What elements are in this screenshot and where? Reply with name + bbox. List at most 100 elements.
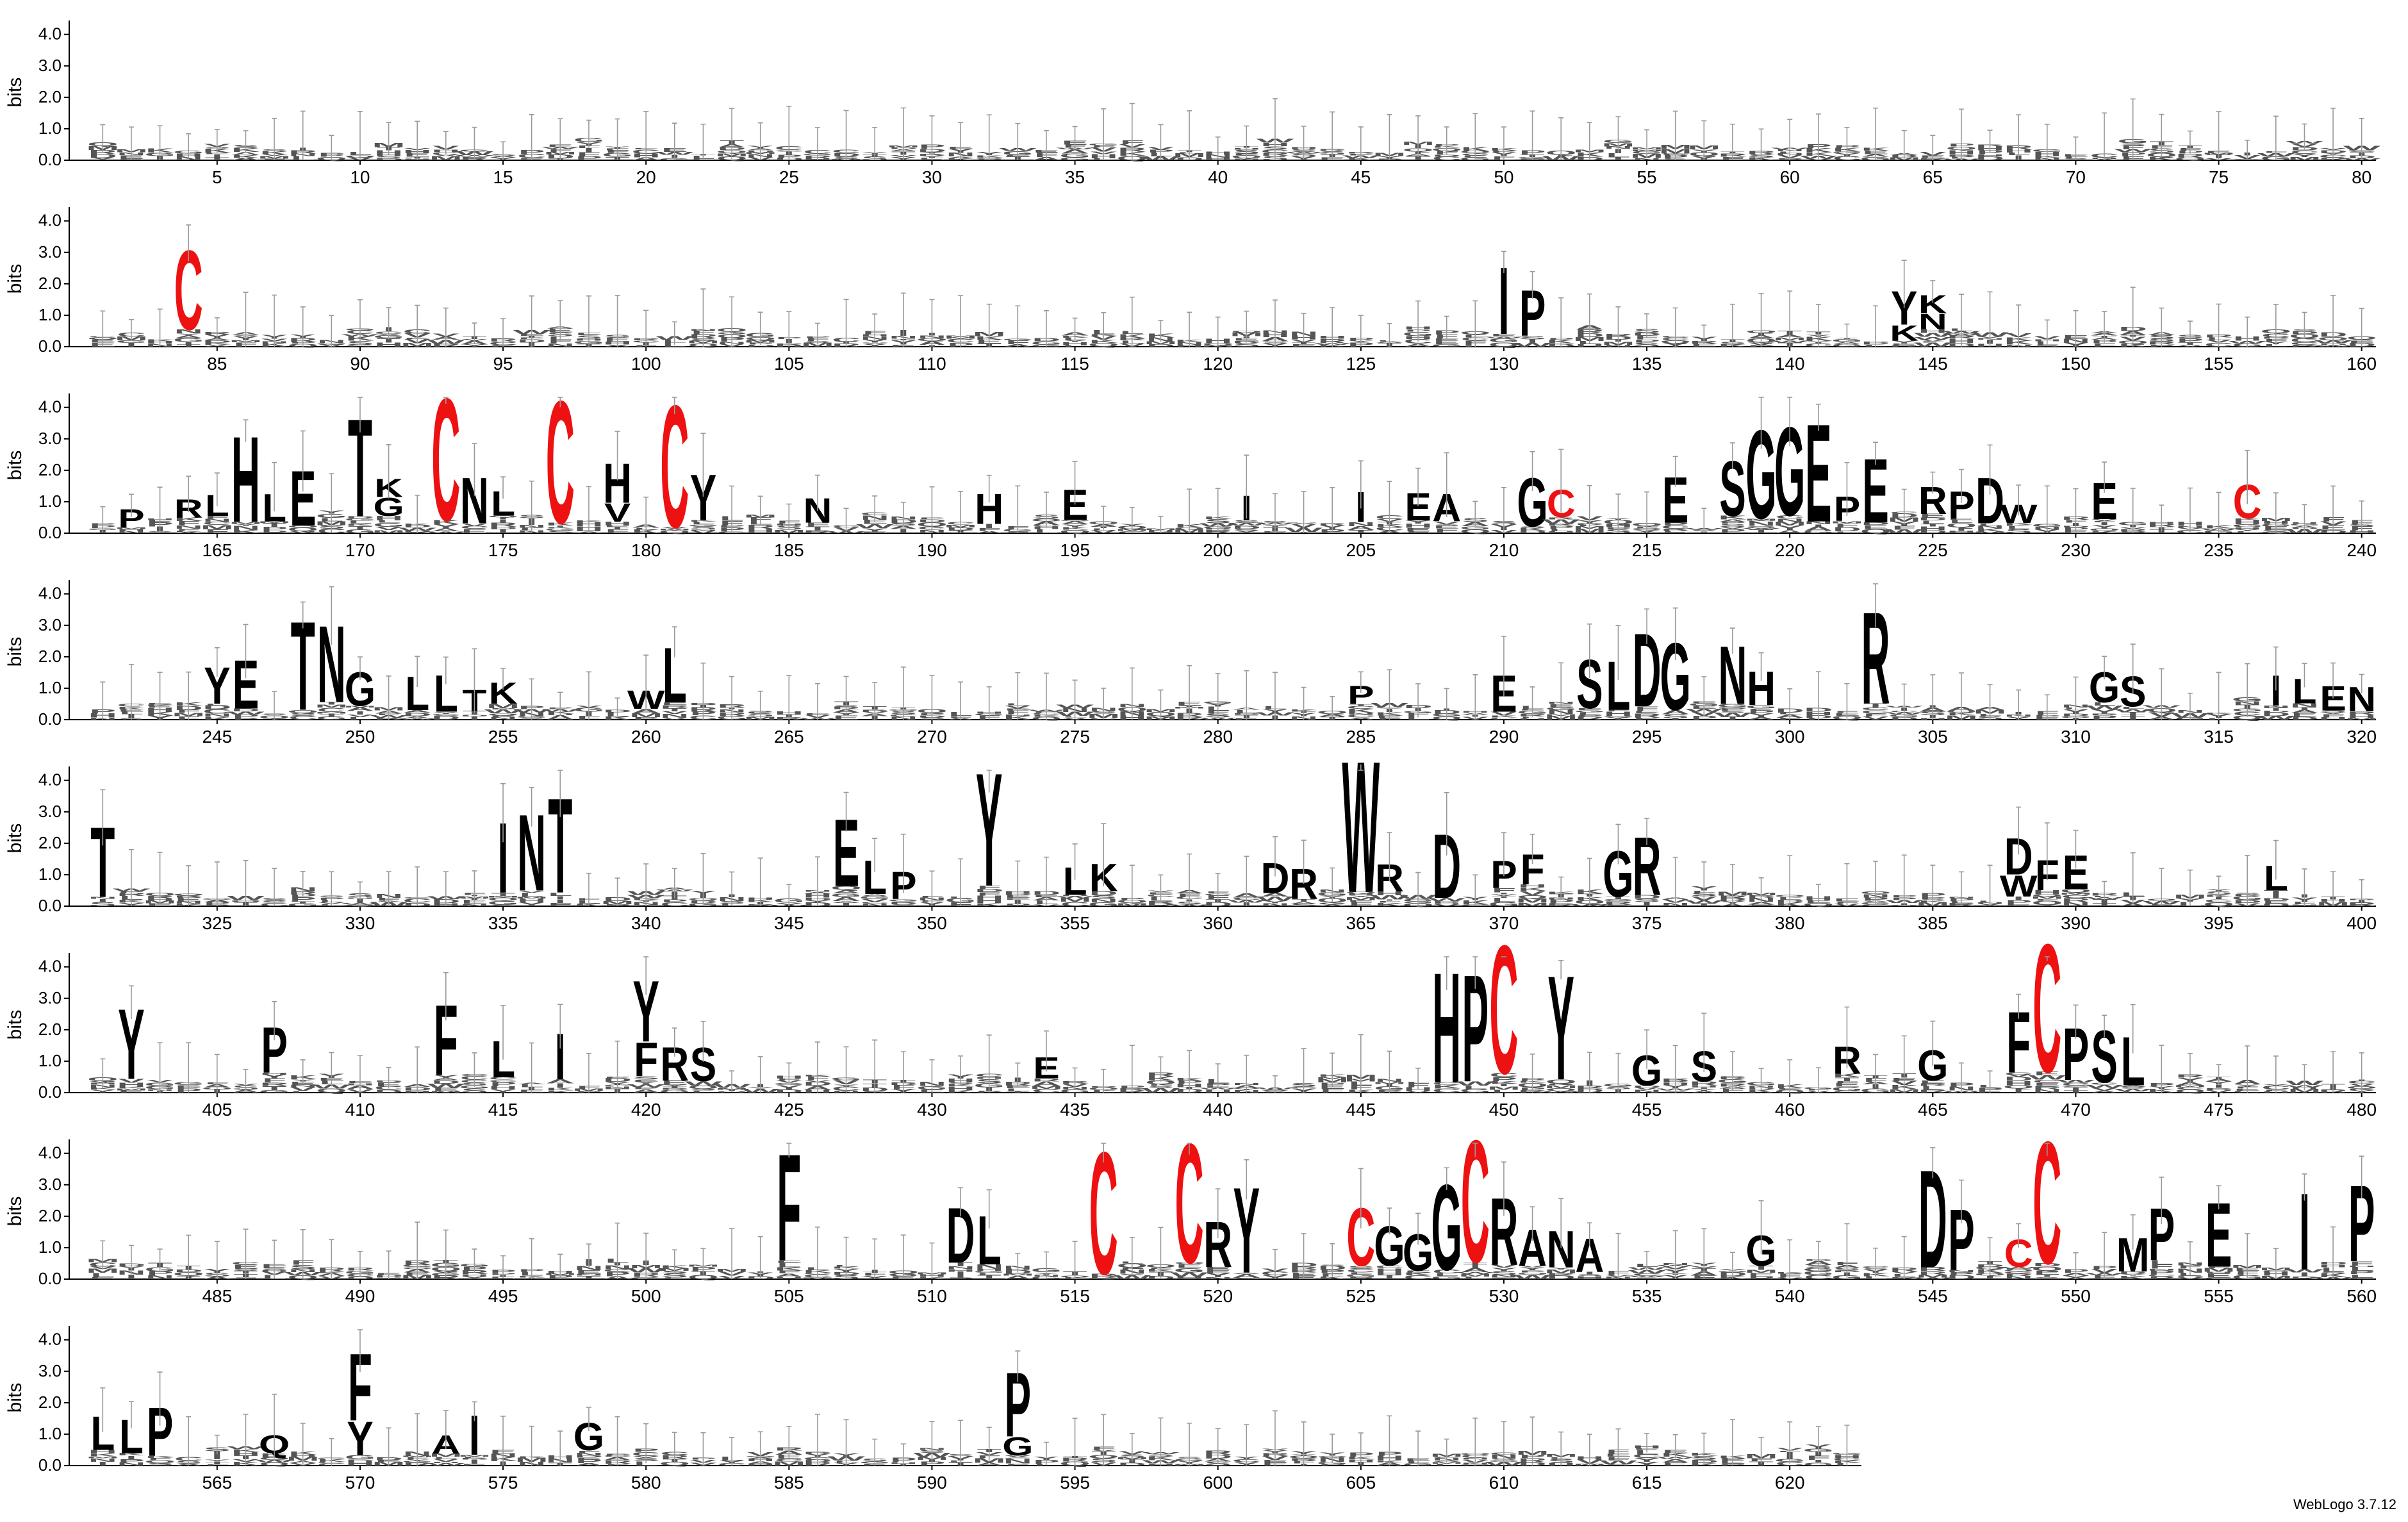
logo-letter: Y: [2091, 709, 2117, 715]
logo-letter: H: [2233, 527, 2262, 530]
logo-letter: C: [2290, 337, 2319, 343]
logo-letter: S: [1519, 526, 1546, 528]
logo-letter: Y: [2120, 1273, 2146, 1276]
logo-letter: Q: [1346, 891, 1376, 894]
logo-letter: F: [577, 1450, 601, 1453]
x-tick-label: 315: [2204, 727, 2234, 747]
logo-letter: D: [202, 340, 231, 343]
logo-letter: C: [1346, 1268, 1375, 1273]
x-tick-label: 170: [345, 540, 375, 560]
logo-letter: G: [459, 1085, 490, 1089]
logo-letter: F: [1835, 1081, 1859, 1084]
logo-letter: I: [1641, 901, 1652, 907]
x-tick-label: 60: [1780, 167, 1800, 187]
y-tick-label: 4.0: [38, 211, 62, 230]
x-tick-label: 210: [1489, 540, 1519, 560]
logo-letter: Q: [1546, 1088, 1576, 1092]
logo-letter: L: [977, 1272, 1002, 1275]
logo-letter: M: [458, 1454, 491, 1457]
logo-letter: Y: [1633, 1461, 1660, 1467]
logo-letter: V: [461, 523, 488, 527]
logo-letter: R: [803, 529, 832, 534]
logo-letter: M: [801, 342, 834, 348]
y-axis-label: bits: [4, 78, 26, 108]
logo-letter: H: [975, 898, 1003, 904]
x-tick-label: 500: [631, 1286, 661, 1306]
x-tick-label: 285: [1346, 727, 1376, 747]
logo-letter: Y: [976, 740, 1002, 920]
logo-letter: E: [1433, 525, 1460, 529]
logo-letter: S: [2034, 1277, 2060, 1280]
y-tick-label: 1.0: [38, 492, 62, 511]
logo-letter: H: [746, 528, 775, 534]
x-tick-label: 135: [1632, 354, 1662, 374]
logo-letter: T: [1292, 898, 1316, 902]
logo-letter: Y: [233, 524, 259, 527]
y-tick-label: 3.0: [38, 1361, 62, 1380]
logo-letter: M: [258, 521, 291, 524]
logo-letter: E: [1834, 1082, 1861, 1088]
x-tick-label: 325: [202, 913, 232, 933]
logo-letter: C: [1461, 1104, 1490, 1299]
logo-letter: T: [1492, 896, 1516, 898]
y-axis-label: bits: [4, 823, 26, 854]
logo-letter: R: [660, 704, 689, 709]
logo-letter: H: [374, 515, 403, 522]
logo-letter: W: [1485, 336, 1523, 339]
logo-letter: A: [345, 707, 374, 713]
logo-letter: G: [1431, 1275, 1462, 1280]
logo-letter: I: [2013, 1088, 2024, 1094]
logo-letter: E: [461, 1463, 488, 1466]
logo-letter: G: [1460, 525, 1490, 531]
x-tick-label: 175: [488, 540, 518, 560]
logo-letter: A: [2290, 709, 2319, 715]
logo-letter: W: [1914, 332, 1952, 338]
logo-letter: C: [489, 1077, 518, 1080]
logo-letter: Y: [90, 157, 116, 161]
logo-letter: W: [684, 1080, 722, 1087]
logo-letter: F: [1406, 531, 1430, 534]
logo-letter: H: [2347, 714, 2376, 719]
x-tick-label: 620: [1775, 1473, 1805, 1493]
logo-letter: Q: [2203, 902, 2234, 907]
logo-letter: I: [583, 147, 594, 153]
logo-letter: M: [2345, 718, 2379, 720]
logo-row-2: 0.0 1.0 2.0 3.0 4.0 bits 85 90 95 100 105 110 115 120…: [4, 207, 2377, 374]
logo-letter: L: [1920, 1085, 1945, 1091]
logo-letter: P: [261, 530, 287, 534]
logo-letter: H: [2204, 1271, 2233, 1273]
logo-letter: W: [1628, 1269, 1666, 1274]
logo-letter: K: [1489, 1080, 1518, 1084]
logo-letter: S: [1576, 1274, 1603, 1277]
logo-letter: S: [1605, 1464, 1631, 1466]
logo-letter: T: [1463, 1262, 1487, 1269]
logo-letter: P: [1748, 709, 1775, 714]
logo-letter: F: [548, 339, 572, 344]
logo-letter: G: [1059, 153, 1090, 159]
logo-letter: I: [1984, 1275, 1995, 1280]
logo-letter: C: [345, 345, 374, 347]
logo-letter: F: [176, 520, 201, 527]
x-tick-label: 460: [1775, 1100, 1805, 1120]
logo-letter: I: [1813, 524, 1824, 527]
x-tick-label: 600: [1203, 1473, 1233, 1493]
x-tick-label: 90: [350, 354, 370, 374]
logo-letter: P: [2348, 1270, 2375, 1275]
logo-letter: D: [1947, 1274, 1975, 1280]
logo-letter: D: [2261, 903, 2290, 907]
logo-letter: T: [1606, 896, 1630, 900]
logo-letter: Y: [433, 711, 459, 715]
x-tick-label: 405: [202, 1100, 232, 1120]
logo-letter: M: [2288, 1088, 2321, 1094]
logo-letter: A: [1003, 1275, 1032, 1280]
logo-letter: E: [2291, 712, 2318, 718]
logo-letter: S: [1348, 1265, 1374, 1270]
logo-letter: C: [431, 713, 460, 716]
logo-letter: Q: [1174, 1262, 1205, 1264]
logo-letter: C: [1432, 1082, 1461, 1086]
logo-letter: M: [1030, 1086, 1063, 1090]
logo-letter: I: [555, 898, 566, 904]
logo-letter: A: [1690, 1091, 1719, 1093]
logo-letter: F: [577, 151, 601, 158]
logo-letter: Q: [1088, 1277, 1119, 1279]
